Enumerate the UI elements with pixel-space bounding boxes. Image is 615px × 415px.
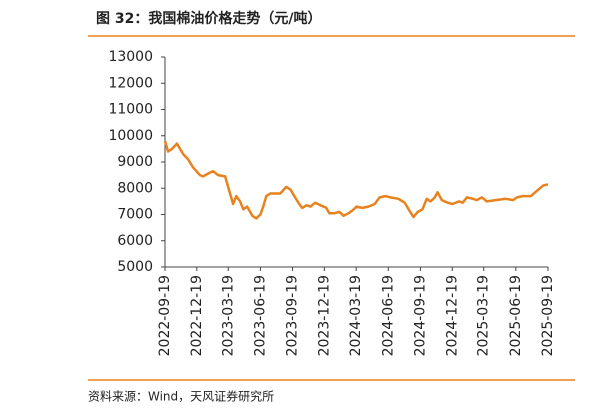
x-tick-label: 2022-09-19 [157, 275, 173, 356]
x-tick-label: 2024-06-19 [380, 275, 396, 356]
x-tick-label: 2025-06-19 [508, 275, 524, 356]
x-tick-label: 2023-09-19 [285, 275, 301, 356]
data-line [163, 140, 549, 220]
x-tick-label: 2022-12-19 [189, 275, 205, 356]
x-tick-label: 2024-03-19 [348, 275, 364, 356]
x-tick-label: 2023-03-19 [220, 275, 236, 356]
y-tick-label: 6000 [117, 233, 153, 249]
x-tick-label: 2025-09-19 [540, 275, 556, 356]
x-tick-label: 2024-09-19 [412, 275, 428, 356]
y-tick-label: 9000 [117, 154, 153, 170]
x-tick-label: 2025-03-19 [476, 275, 492, 356]
y-tick-label: 12000 [108, 75, 153, 91]
y-tick-label: 13000 [108, 49, 153, 65]
y-tick-label: 7000 [117, 207, 153, 223]
y-tick-label: 5000 [117, 259, 153, 275]
chart-title: 图 32：我国棉油价格走势（元/吨） [96, 10, 321, 27]
source-note: 资料来源：Wind，天风证券研究所 [88, 389, 274, 404]
y-tick-label: 11000 [108, 102, 153, 118]
y-tick-label: 10000 [108, 128, 153, 144]
y-tick-label: 8000 [117, 180, 153, 196]
x-tick-label: 2023-06-19 [252, 275, 268, 356]
x-tick-label: 2023-12-19 [316, 275, 332, 356]
x-tick-label: 2024-12-19 [444, 275, 460, 356]
